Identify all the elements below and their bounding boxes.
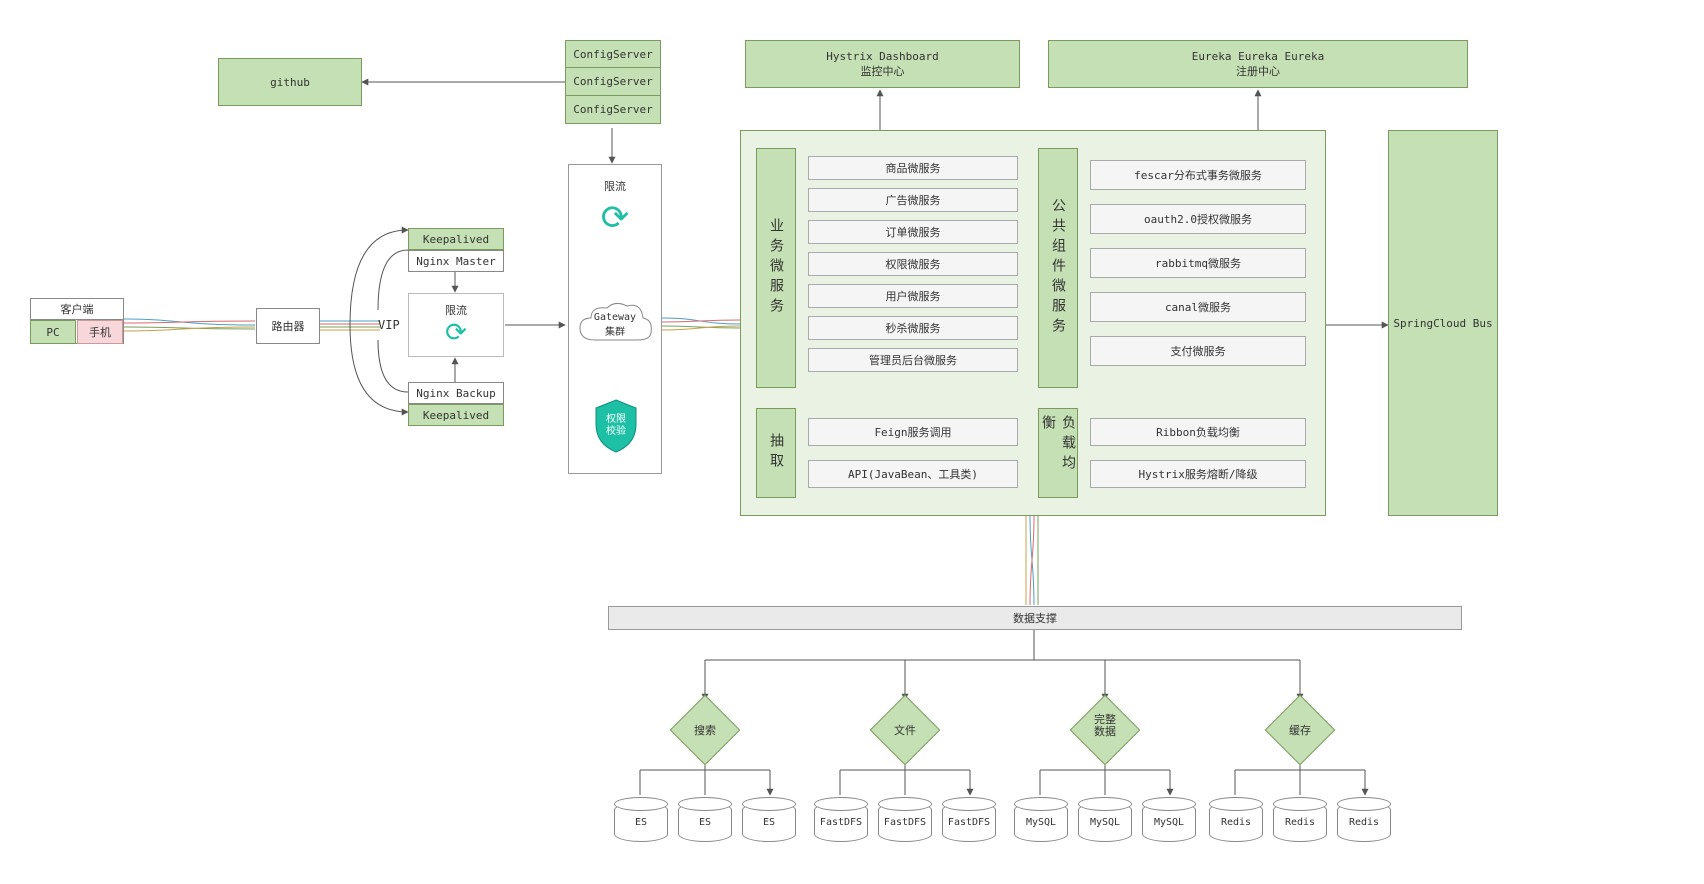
label: Eureka Eureka Eureka <box>1192 50 1324 63</box>
node-router: 路由器 <box>256 308 320 344</box>
diamond-full-label: 完整 数据 <box>1070 714 1140 738</box>
biz-label: 业务微服务 <box>756 148 796 388</box>
lb-label: 负载均衡 <box>1038 408 1078 498</box>
store-fastdfs: FastDFS <box>814 802 868 842</box>
extract-item: Feign服务调用 <box>808 418 1018 446</box>
biz-item: 管理员后台微服务 <box>808 348 1018 372</box>
lb-items: Ribbon负载均衡 Hystrix服务熔断/降级 <box>1090 418 1306 488</box>
pub-items: fescar分布式事务微服务 oauth2.0授权微服务 rabbitmq微服务… <box>1090 160 1306 366</box>
node-keepalived-bottom: Keepalived <box>408 404 504 426</box>
pub-item: rabbitmq微服务 <box>1090 248 1306 278</box>
node-client-mobile: 手机 <box>77 320 123 344</box>
store-mysql: MySQL <box>1078 802 1132 842</box>
node-nginx-backup: Nginx Backup <box>408 382 504 404</box>
node-eureka: Eureka Eureka Eureka 注册中心 <box>1048 40 1468 88</box>
node-nginx-limit: 限流 ⟳ <box>408 293 504 357</box>
label: 限流 <box>445 302 467 318</box>
biz-item: 订单微服务 <box>808 220 1018 244</box>
node-hystrix: Hystrix Dashboard 监控中心 <box>745 40 1020 88</box>
node-configserver-0: ConfigServer <box>565 40 661 68</box>
biz-item: 秒杀微服务 <box>808 316 1018 340</box>
node-github: github <box>218 58 362 106</box>
diamond-cache-label: 缓存 <box>1265 722 1335 738</box>
label: Hystrix Dashboard <box>826 50 939 63</box>
pub-label: 公共组件微服务 <box>1038 148 1078 388</box>
store-es: ES <box>678 802 732 842</box>
node-vip: VIP <box>378 318 400 332</box>
store-redis: Redis <box>1337 802 1391 842</box>
store-es: ES <box>614 802 668 842</box>
extract-label: 抽取 <box>756 408 796 498</box>
gateway-cloud: Gateway 集群 <box>575 300 655 350</box>
diamond-search-label: 搜索 <box>670 722 740 738</box>
biz-item: 用户微服务 <box>808 284 1018 308</box>
store-mysql: MySQL <box>1142 802 1196 842</box>
store-es: ES <box>742 802 796 842</box>
pub-item: canal微服务 <box>1090 292 1306 322</box>
lb-item: Hystrix服务熔断/降级 <box>1090 460 1306 488</box>
pub-item: fescar分布式事务微服务 <box>1090 160 1306 190</box>
node-keepalived-top: Keepalived <box>408 228 504 250</box>
refresh-icon: ⟳ <box>580 198 650 238</box>
node-data-support: 数据支撑 <box>608 606 1462 630</box>
pub-item: 支付微服务 <box>1090 336 1306 366</box>
store-fastdfs: FastDFS <box>942 802 996 842</box>
extract-item: API(JavaBean、工具类) <box>808 460 1018 488</box>
node-nginx-master: Nginx Master <box>408 250 504 272</box>
store-redis: Redis <box>1273 802 1327 842</box>
gateway-auth-shield: 权限 校验 <box>592 398 640 454</box>
refresh-icon: ⟳ <box>445 318 467 348</box>
store-mysql: MySQL <box>1014 802 1068 842</box>
label: 监控中心 <box>861 63 905 79</box>
extract-items: Feign服务调用 API(JavaBean、工具类) <box>808 418 1018 488</box>
diamond-file-label: 文件 <box>870 722 940 738</box>
pub-item: oauth2.0授权微服务 <box>1090 204 1306 234</box>
node-configserver-1: ConfigServer <box>565 68 661 96</box>
node-client-pc: PC <box>30 320 76 344</box>
biz-items: 商品微服务 广告微服务 订单微服务 权限微服务 用户微服务 秒杀微服务 管理员后… <box>808 156 1018 372</box>
label: github <box>270 76 310 89</box>
store-redis: Redis <box>1209 802 1263 842</box>
biz-item: 商品微服务 <box>808 156 1018 180</box>
biz-item: 权限微服务 <box>808 252 1018 276</box>
label: 注册中心 <box>1236 63 1280 79</box>
gateway-limit: 限流 ⟳ <box>580 178 650 238</box>
biz-item: 广告微服务 <box>808 188 1018 212</box>
node-configserver-2: ConfigServer <box>565 96 661 124</box>
lb-item: Ribbon负载均衡 <box>1090 418 1306 446</box>
store-fastdfs: FastDFS <box>878 802 932 842</box>
config-server-stack: ConfigServer ConfigServer ConfigServer <box>565 40 661 124</box>
node-bus: SpringCloud Bus <box>1388 130 1498 516</box>
client-title: 客户端 <box>31 299 123 320</box>
